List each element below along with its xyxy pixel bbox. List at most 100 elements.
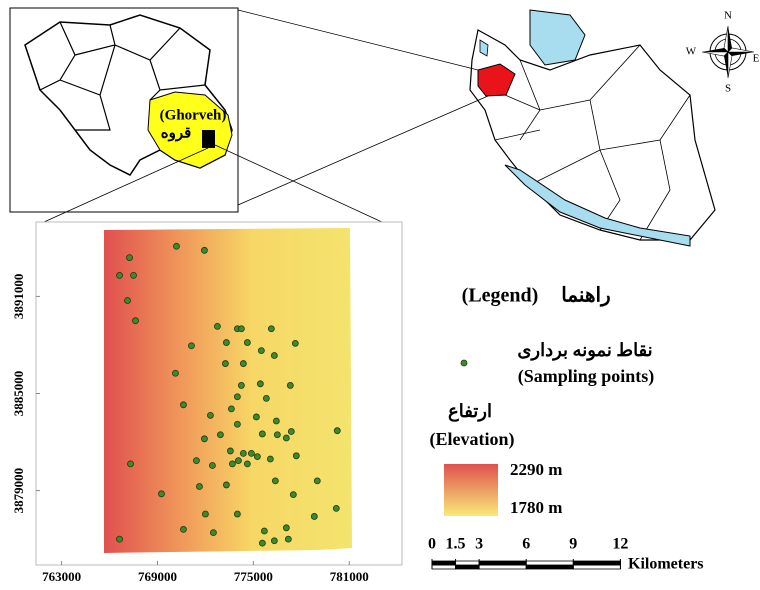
- compass-e: E: [753, 53, 760, 65]
- scale-segment: [455, 560, 480, 566]
- scale-segment: [525, 560, 574, 566]
- sampling-point: [258, 430, 266, 438]
- sampling-point: [127, 460, 134, 468]
- legend-title-en: (Legend): [462, 285, 539, 307]
- sampling-point: [228, 460, 236, 468]
- sampling-point: [282, 524, 290, 532]
- scale-bar: Kilometers 0 1.5 3 6 9 12: [428, 536, 704, 573]
- legend-elevation-fa: ارتفاع: [448, 401, 492, 422]
- sampling-point: [124, 297, 131, 304]
- legend-elevation-en: (Elevation): [430, 429, 515, 450]
- sampling-point: [291, 339, 299, 347]
- sampling-point: [247, 449, 255, 457]
- y-tick-label: 3891000: [11, 274, 26, 320]
- legend-points-fa: نقاط نمونه برداری: [517, 340, 652, 361]
- scale-segment: [572, 560, 621, 566]
- scale-tick-label: 0: [428, 536, 436, 553]
- legend-elevation-max: 2290 m: [510, 460, 562, 479]
- sampling-point: [284, 535, 292, 543]
- scale-unit: Kilometers: [628, 556, 704, 573]
- sampling-point: [234, 457, 242, 465]
- x-tick-label: 763000: [42, 569, 81, 584]
- sampling-point: [116, 535, 123, 543]
- sampling-point: [130, 271, 137, 279]
- sampling-point: [332, 504, 340, 512]
- y-tick-label: 3879000: [11, 468, 26, 513]
- sampling-point: [257, 347, 265, 355]
- sampling-point: [313, 477, 321, 485]
- sampling-point: [253, 453, 261, 460]
- scale-tick-label: 9: [569, 536, 577, 553]
- sampling-point: [201, 246, 208, 254]
- sampling-point: [289, 491, 297, 499]
- scale-tick-label: 6: [522, 536, 530, 553]
- sampling-point: [217, 431, 224, 439]
- sampling-point: [233, 393, 241, 401]
- scale-segment: [455, 564, 480, 570]
- sampling-point: [292, 452, 300, 460]
- elevation-map: 763000 769000 775000 781000 3879000 3885000 38…: [11, 221, 403, 584]
- sampling-point: [252, 413, 260, 421]
- sampling-point: [233, 510, 241, 518]
- sampling-point: [126, 254, 133, 261]
- sampling-point: [287, 428, 295, 435]
- legend-elevation-min: 1780 m: [510, 498, 562, 517]
- sampling-point: [243, 339, 251, 346]
- sampling-point: [158, 490, 165, 498]
- sampling-point: [172, 369, 179, 377]
- scale-segment: [525, 564, 574, 570]
- sampling-point: [239, 360, 247, 367]
- sampling-point: [258, 539, 266, 547]
- legend-title-fa: راهنما: [561, 285, 610, 308]
- x-tick-label: 769000: [138, 569, 177, 584]
- sampling-point: [226, 447, 234, 455]
- sampling-point: [180, 401, 187, 409]
- compass-rose: N S W E: [686, 10, 760, 95]
- compass-n: N: [724, 10, 732, 22]
- sampling-point: [243, 460, 251, 468]
- sampling-point: [222, 481, 230, 489]
- sampling-point: [132, 317, 139, 325]
- sampling-point: [266, 455, 274, 463]
- sampling-point: [188, 342, 195, 350]
- sampling-point: [180, 526, 187, 533]
- sampling-point: [237, 325, 245, 333]
- sampling-point: [202, 510, 209, 518]
- legend-points-en: (Sampling points): [518, 366, 655, 387]
- legend: (Legend) راهنما نقاط نمونه برداری (Sampl…: [430, 285, 655, 517]
- sampling-point: [214, 322, 221, 330]
- sampling-point: [272, 417, 280, 425]
- sampling-point: [239, 449, 247, 457]
- y-tick-label: 3885000: [11, 371, 26, 417]
- sampling-point: [193, 457, 200, 465]
- inset-map: (Ghorveh) قروه: [9, 7, 239, 213]
- sampling-point: [333, 427, 341, 435]
- sampling-point: [209, 462, 216, 469]
- scale-segment: [478, 560, 527, 566]
- scale-tick-label: 3: [475, 536, 483, 553]
- connector-lines: [43, 9, 489, 229]
- scale-tick-label: 1.5: [446, 536, 466, 553]
- sampling-point: [227, 405, 235, 413]
- sampling-point: [256, 380, 264, 388]
- sampling-point: [273, 431, 281, 439]
- sampling-point: [201, 435, 208, 443]
- sampling-point: [310, 513, 318, 520]
- compass-w: W: [686, 46, 697, 58]
- sampling-point: [233, 420, 241, 428]
- sampling-point: [271, 477, 279, 485]
- scale-segment: [572, 564, 621, 570]
- sampling-point: [270, 352, 278, 359]
- scale-segment: [431, 560, 456, 566]
- inset-label-en: (Ghorveh): [160, 107, 227, 123]
- sampling-point: [282, 434, 290, 442]
- sampling-point: [237, 382, 245, 389]
- sampling-point: [210, 529, 217, 537]
- sampling-point: [116, 271, 123, 279]
- x-tick-label: 781000: [330, 569, 369, 584]
- sampling-point: [267, 325, 275, 333]
- sampling-point: [222, 339, 230, 346]
- x-tick-label: 775000: [234, 569, 273, 584]
- sampling-point: [260, 527, 268, 535]
